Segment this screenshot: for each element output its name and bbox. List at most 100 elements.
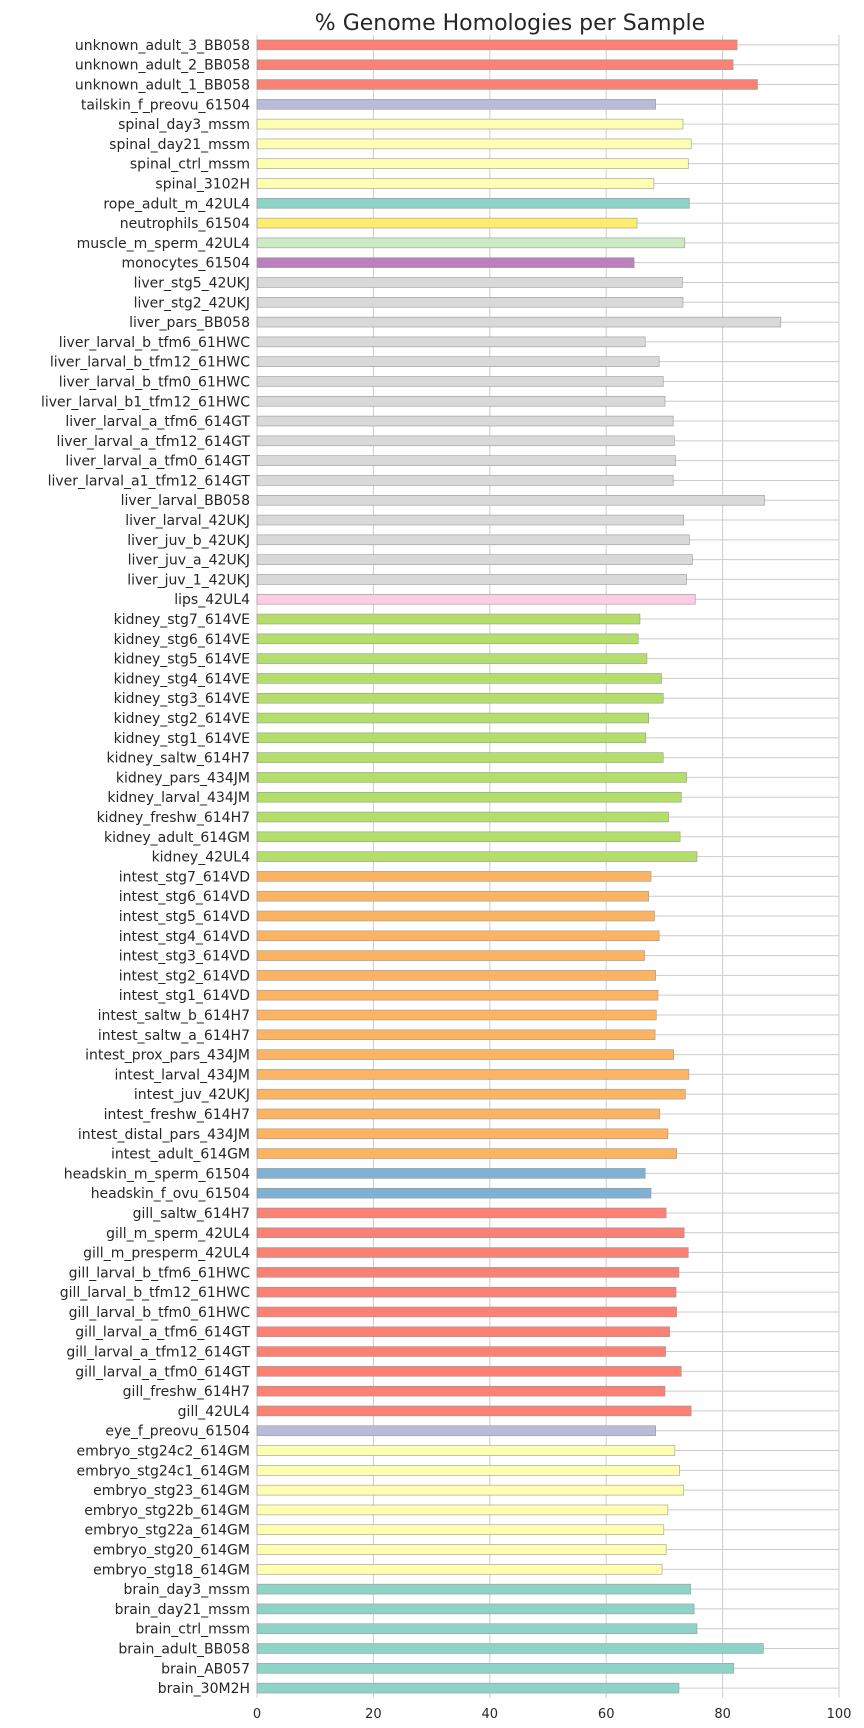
category-label: liver_larval_a1_tfm12_614GT [48,473,251,489]
bar [256,198,690,209]
category-label: liver_larval_42UKJ [125,513,250,529]
bar [256,1682,680,1694]
bar [256,99,656,110]
bar [256,1227,685,1239]
category-label: unknown_adult_3_BB058 [75,38,250,54]
category-label: intest_juv_42UKJ [134,1087,250,1103]
category-label: liver_larval_b_tfm0_61HWC [59,374,250,390]
category-label: intest_distal_pars_434JM [78,1127,250,1143]
category-label: embryo_stg22a_614GM [85,1523,250,1539]
bar [256,1484,684,1496]
bar [256,1346,666,1357]
category-label: embryo_stg23_614GM [93,1483,250,1499]
bar [256,1643,764,1654]
bar [256,1405,692,1417]
category-label: liver_juv_1_42UKJ [127,572,250,588]
x-tick-label: 20 [365,1707,382,1722]
category-label: unknown_adult_2_BB058 [75,58,250,74]
bar [256,415,674,427]
bar [256,910,655,922]
plot-area [257,35,839,1698]
category-label: kidney_stg1_614VE [114,731,250,747]
category-label: kidney_stg3_614VE [114,691,250,707]
bar [256,237,686,249]
category-label: headskin_m_sperm_61504 [64,1166,250,1182]
bar [256,376,664,387]
bar [256,79,758,90]
category-label: gill_larval_b_tfm6_61HWC [69,1265,251,1281]
bar [256,1247,689,1258]
bar [256,514,684,526]
category-label: embryo_stg18_614GM [93,1562,250,1578]
bar [256,950,645,961]
category-label: neutrophils_61504 [120,216,250,232]
bar [256,435,675,447]
category-label: gill_larval_a_tfm12_614GT [66,1345,250,1361]
bar [256,1306,677,1318]
category-label: brain_adult_BB058 [118,1642,250,1658]
bar [256,692,664,704]
bar [256,277,683,288]
category-label: gill_larval_b_tfm0_61HWC [69,1305,251,1321]
bar [256,831,681,843]
category-label: kidney_freshw_614H7 [97,810,250,826]
bar [256,1108,661,1120]
category-label: liver_stg5_42UKJ [134,275,250,291]
bar [256,989,659,1001]
bar [256,1564,663,1575]
bar [256,613,641,625]
category-label: liver_larval_BB058 [121,493,250,509]
category-label: kidney_stg2_614VE [114,711,250,727]
bar [256,1366,682,1377]
category-label: spinal_3102H [155,176,250,192]
bar [256,1069,690,1080]
bar [256,1385,666,1397]
bar [256,1267,680,1278]
category-label: intest_stg2_614VD [119,968,250,984]
category-label: liver_larval_a_tfm6_614GT [65,414,250,430]
bar [256,1286,677,1298]
category-label: kidney_stg6_614VE [114,632,250,648]
bar [256,336,646,348]
category-label: liver_larval_b1_tfm12_61HWC [41,394,250,410]
bar [256,633,639,645]
bar [256,593,696,605]
bar [256,316,782,328]
category-label: gill_freshw_614H7 [123,1384,250,1400]
bar [256,1049,675,1060]
bar [256,178,655,189]
category-label: intest_larval_434JM [114,1067,250,1083]
category-label: brain_AB057 [161,1661,250,1677]
bar [256,732,647,744]
bar [256,574,687,585]
bar [256,158,689,169]
bar [256,1603,695,1615]
category-label: gill_saltw_614H7 [133,1206,250,1222]
category-label: intest_saltw_b_614H7 [98,1008,250,1024]
bar [256,455,676,466]
bar [256,1148,677,1159]
bar [256,791,682,803]
category-label: gill_larval_a_tfm6_614GT [75,1325,250,1341]
category-label: brain_30M2H [158,1681,250,1697]
category-label: liver_juv_a_42UKJ [128,553,250,569]
bar [256,39,738,51]
category-label: monocytes_61504 [121,256,250,272]
category-label: embryo_stg20_614GM [93,1543,250,1559]
bar [256,1187,652,1199]
category-label: liver_pars_BB058 [129,315,250,331]
bar [256,138,692,150]
category-label: kidney_42UL4 [152,850,251,866]
bar [256,1425,656,1436]
bar [256,554,693,565]
category-label: headskin_f_ovu_61504 [91,1186,250,1202]
bar [256,118,684,130]
category-label: liver_larval_b_tfm6_61HWC [59,335,250,351]
bar [256,1326,670,1337]
bar [256,752,664,763]
bar [256,1128,669,1140]
category-label: spinal_day21_mssm [109,137,250,153]
category-label: brain_ctrl_mssm [135,1622,250,1638]
bar [256,494,765,506]
category-label: spinal_day3_mssm [118,117,250,133]
